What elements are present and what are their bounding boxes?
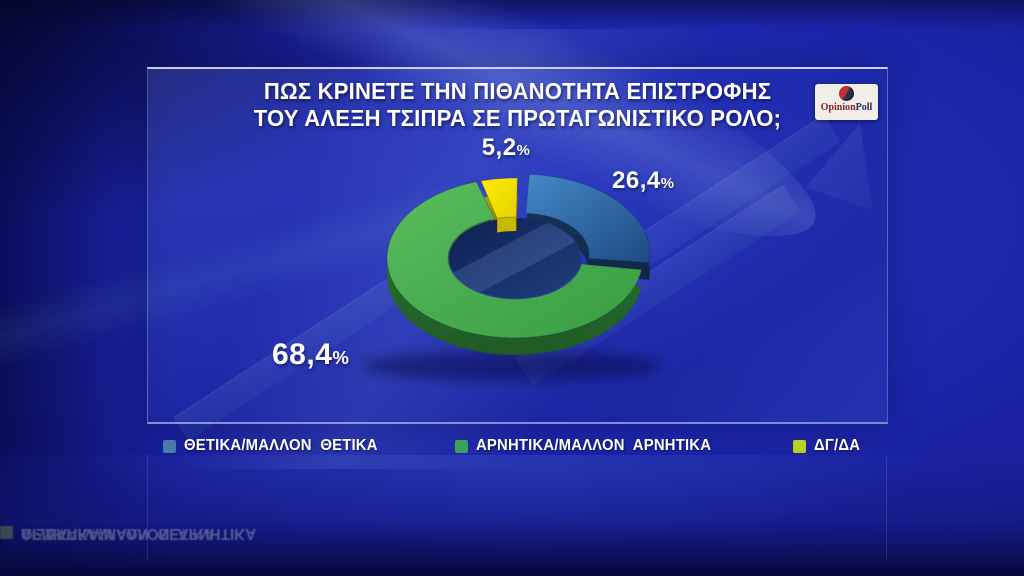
value-label-negative: 68,4%	[272, 338, 349, 372]
ribbon-arrowhead	[405, 276, 496, 367]
chart-title-line1: ΠΩΣ ΚΡΙΝΕΤΕ ΤΗΝ ΠΙΘΑΝΟΤΗΤΑ ΕΠΙΣΤΡΟΦΗΣ	[263, 78, 772, 104]
panel-edge-reflection	[886, 455, 887, 560]
logo-text-poll: Poll	[855, 102, 873, 113]
ribbon-bar	[555, 114, 841, 316]
value-label-dgda: 5,2%	[446, 134, 566, 162]
legend-swatch-negative	[455, 439, 468, 453]
percent-sign: %	[332, 347, 350, 368]
legend-swatch-dgda	[793, 439, 806, 453]
percent-sign: %	[516, 143, 531, 159]
legend-label-dgda: ΔΓ/ΔΑ	[814, 437, 861, 454]
legend-label-negative: ΑΡΝΗΤΙΚΑ/ΜΑΛΛΟΝ ΑΡΝΗΤΙΚΑ	[476, 437, 712, 454]
opinionpoll-logo-text: OpinionPoll	[821, 101, 873, 115]
legend: ΘΕΤΙΚΑ/ΜΑΛΛΟΝ ΘΕΤΙΚΑ ΑΡΝΗΤΙΚΑ/ΜΑΛΛΟΝ ΑΡΝ…	[0, 435, 1024, 461]
legend-reflection: ΘΕΤΙΚΑ/ΜΑΛΛΟΝ ΘΕΤΙΚΑ ΑΡΝΗΤΙΚΑ/ΜΑΛΛΟΝ ΑΡΝ…	[0, 518, 1024, 544]
legend-item-positive: ΘΕΤΙΚΑ/ΜΑΛΛΟΝ ΘΕΤΙΚΑ	[163, 435, 392, 457]
ribbon-bar	[515, 184, 801, 386]
chart-title: ΠΩΣ ΚΡΙΝΕΤΕ ΤΗΝ ΠΙΘΑΝΟΤΗΤΑ ΕΠΙΣΤΡΟΦΗΣ ΤΟ…	[163, 78, 872, 132]
panel-edge-reflection	[147, 455, 148, 560]
opinionpoll-logo: OpinionPoll	[815, 84, 878, 120]
legend-swatch-dgda	[0, 526, 13, 540]
legend-item-dgda: ΔΓ/ΔΑ	[0, 522, 71, 544]
bottom-dark-band	[0, 568, 1024, 576]
value-positive: 26,4	[612, 167, 661, 194]
logo-text-opinion: Opinion	[820, 102, 856, 113]
legend-label-positive: ΘΕΤΙΚΑ/ΜΑΛΛΟΝ ΘΕΤΙΚΑ	[184, 437, 378, 454]
legend-item-negative: ΑΡΝΗΤΙΚΑ/ΜΑΛΛΟΝ ΑΡΝΗΤΙΚΑ	[455, 435, 729, 457]
legend-swatch-positive	[163, 439, 176, 453]
chart-title-line2: ΤΟΥ ΑΛΕΞΗ ΤΣΙΠΡΑ ΣΕ ΠΡΩΤΑΓΩΝΙΣΤΙΚΟ ΡΟΛΟ;	[253, 105, 782, 131]
chart-panel: ΠΩΣ ΚΡΙΝΕΤΕ ΤΗΝ ΠΙΘΑΝΟΤΗΤΑ ΕΠΙΣΤΡΟΦΗΣ ΤΟ…	[88, 29, 908, 469]
floor-reflection-zone	[0, 455, 1024, 576]
value-label-positive: 26,4%	[612, 167, 674, 195]
percent-sign: %	[660, 176, 675, 192]
legend-label-dgda: ΔΓ/ΔΑ	[21, 525, 68, 542]
ribbon-arrowhead	[793, 124, 904, 235]
opinionpoll-logo-icon	[839, 86, 854, 101]
value-negative: 68,4	[272, 338, 333, 371]
value-dgda: 5,2	[481, 134, 517, 161]
legend-item-dgda: ΔΓ/ΔΑ	[793, 435, 864, 457]
